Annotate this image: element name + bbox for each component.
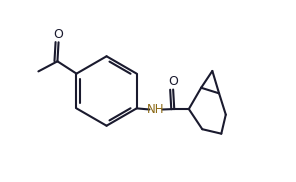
Text: O: O <box>168 75 178 88</box>
Text: O: O <box>54 28 64 41</box>
Text: NH: NH <box>147 103 164 116</box>
